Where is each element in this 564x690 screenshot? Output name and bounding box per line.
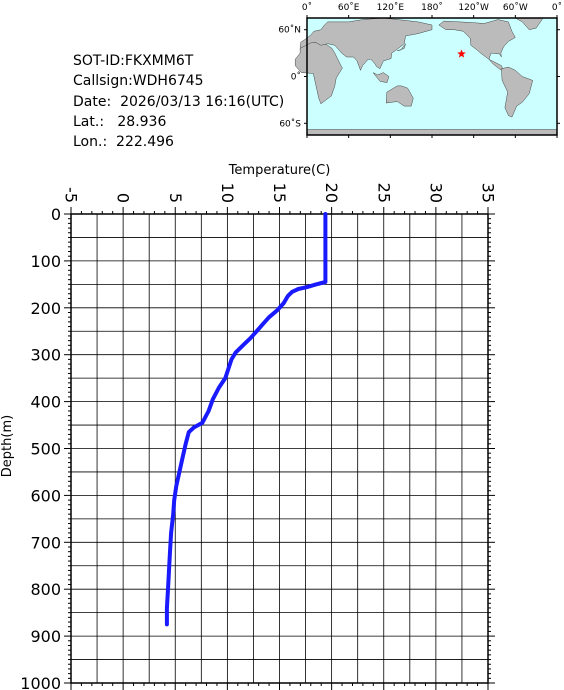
y-tick-label: 300	[30, 346, 61, 365]
sot-id-text: SOT-ID:FKXMM6T	[73, 53, 194, 69]
map-lon-label: 0˚	[552, 2, 562, 13]
y-tick-label: 900	[30, 627, 61, 646]
map-landmass	[299, 17, 433, 71]
x-tick-label: 15	[270, 183, 289, 203]
map-lat-label: 0˚	[291, 72, 301, 83]
map-lat-label: 60˚S	[279, 118, 301, 129]
x-tick-label: 35	[479, 183, 498, 203]
y-tick-label: 200	[30, 299, 61, 318]
map-landmass	[372, 72, 390, 83]
y-tick-label: 500	[30, 440, 61, 459]
x-tick-label: 10	[218, 183, 237, 203]
chart-grid	[70, 213, 489, 684]
x-tick-label: 5	[166, 193, 185, 203]
map-lat-label: 60˚N	[278, 25, 301, 36]
y-tick-label: 800	[30, 580, 61, 599]
longitude-text: Lon.: 222.496	[73, 134, 174, 150]
temperature-profile-line	[164, 212, 328, 627]
map-landmass	[397, 43, 406, 52]
y-tick-label: 0	[51, 205, 61, 224]
y-tick-label: 1000	[20, 674, 61, 690]
y-axis-title: Depth(m)	[0, 415, 15, 477]
latitude-text: Lat.: 28.936	[73, 114, 167, 130]
map-lon-label: 60˚W	[503, 2, 528, 13]
star-icon	[457, 49, 466, 58]
x-tick-label: 30	[426, 183, 445, 203]
chart-frame	[70, 213, 489, 684]
map-landmass	[438, 19, 516, 71]
x-tick-label: 25	[374, 183, 393, 203]
map-lon-label: 60˚E	[338, 2, 360, 13]
y-tick-label: 400	[30, 393, 61, 412]
map-landmass	[385, 85, 414, 107]
y-tick-label: 100	[30, 252, 61, 271]
y-tick-label: 600	[30, 486, 61, 505]
map-lon-label: 120˚E	[377, 2, 405, 13]
x-tick-label: 0	[114, 193, 133, 203]
map-lon-label: 0˚	[302, 2, 312, 13]
map-lon-label: 180˚	[421, 2, 443, 13]
x-tick-label: 20	[322, 183, 341, 203]
y-tick-label: 700	[30, 533, 61, 552]
map-land	[294, 17, 558, 136]
x-axis-title: Temperature(C)	[228, 163, 331, 178]
map-lon-label: 120˚W	[458, 2, 489, 13]
map-landmass	[501, 66, 533, 118]
callsign-text: Callsign:WDH6745	[73, 73, 204, 89]
x-tick-label: -5	[62, 187, 81, 203]
date-text: Date: 2026/03/13 16:16(UTC)	[73, 94, 285, 110]
